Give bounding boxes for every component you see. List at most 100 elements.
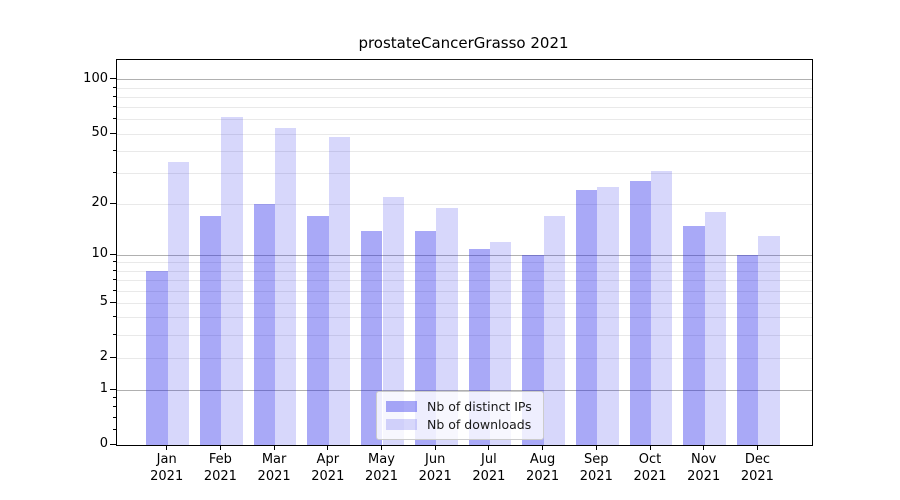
x-label-year: 2021 (257, 469, 291, 484)
major-gridline (117, 254, 812, 256)
bar-downloads (275, 128, 297, 445)
x-label-year: 2021 (311, 469, 345, 484)
x-axis-tick-label: Oct 2021 (622, 451, 678, 485)
x-axis-tick-label: Mar 2021 (246, 451, 302, 485)
bar-downloads (382, 197, 404, 445)
bar-downloads (436, 208, 458, 445)
bar-distinct-ips (737, 255, 759, 445)
major-gridline (117, 389, 812, 391)
minor-gridline (117, 87, 812, 89)
minor-gridline (117, 96, 812, 98)
x-axis-tick (327, 445, 329, 450)
y-axis-minor-tick (113, 118, 116, 120)
x-label-month: Apr (316, 452, 340, 467)
y-axis-minor-tick (113, 269, 116, 271)
x-label-month: Oct (638, 452, 662, 467)
minor-gridline (117, 280, 812, 282)
legend-swatch-downloads (386, 419, 417, 430)
bar-distinct-ips (629, 181, 651, 445)
minor-gridline (117, 133, 812, 135)
y-axis-minor-tick (113, 149, 116, 151)
y-axis-minor-tick (113, 95, 116, 97)
x-axis-tick (166, 445, 168, 450)
x-axis-tick-label: Feb 2021 (192, 451, 248, 485)
x-axis-tick (488, 445, 490, 450)
legend-entry-downloads: Nb of downloads (386, 416, 535, 433)
x-axis-tick-label: Dec 2021 (729, 451, 785, 485)
x-label-month: Dec (744, 452, 770, 467)
bar-distinct-ips (683, 225, 705, 445)
x-label-month: Feb (208, 452, 232, 467)
y-axis-tick-label: 1 (99, 381, 108, 397)
bar-downloads (221, 117, 243, 445)
x-axis-tick-label: Sep 2021 (568, 451, 624, 485)
x-axis-tick (703, 445, 705, 450)
bar-downloads (758, 236, 780, 445)
y-axis-minor-tick (113, 416, 116, 418)
x-axis-tick-label: May 2021 (354, 451, 410, 485)
y-axis-minor-tick (113, 316, 116, 318)
x-label-year: 2021 (364, 469, 399, 484)
bar-distinct-ips (253, 204, 276, 445)
y-axis-minor-tick (113, 406, 116, 408)
minor-gridline (117, 357, 812, 359)
minor-gridline (117, 107, 812, 109)
x-axis-tick (434, 445, 436, 450)
x-axis-tick (219, 445, 221, 450)
x-label-year: 2021 (687, 469, 721, 484)
x-label-year: 2021 (526, 469, 560, 484)
y-axis-minor-tick (113, 279, 116, 281)
x-axis-tick (273, 445, 275, 450)
y-axis-tick-label: 0 (99, 436, 108, 451)
bar-downloads (651, 170, 673, 445)
x-label-month: Jan (156, 452, 177, 467)
chart-title: prostateCancerGrasso 2021 (358, 34, 569, 52)
x-axis-tick (381, 445, 382, 450)
minor-gridline (117, 317, 812, 319)
x-label-month: Jun (425, 452, 446, 467)
minor-gridline (117, 150, 812, 152)
x-label-year: 2021 (579, 469, 613, 484)
x-label-year: 2021 (203, 469, 237, 484)
chart-legend: Nb of distinct IPs Nb of downloads (376, 391, 544, 440)
y-axis-minor-tick (113, 333, 116, 335)
x-label-month: Jul (481, 452, 497, 467)
bar-downloads (167, 161, 190, 445)
x-label-month: May (368, 452, 395, 467)
x-axis-tick (756, 445, 758, 450)
x-label-month: Mar (261, 452, 287, 467)
major-gridline (117, 79, 812, 81)
y-axis-minor-tick (113, 106, 116, 108)
x-label-year: 2021 (472, 469, 506, 484)
bar-distinct-ips (307, 216, 329, 445)
x-axis-tick-label: Jul 2021 (461, 451, 517, 485)
bar-downloads (597, 187, 619, 445)
minor-gridline (117, 262, 812, 264)
bar-distinct-ips (575, 190, 598, 445)
y-axis-minor-tick (113, 397, 116, 398)
y-axis-tick-label: 10 (91, 246, 108, 262)
x-axis-tick (595, 445, 597, 450)
y-axis-tick-label: 100 (83, 70, 108, 86)
y-axis-tick (110, 388, 116, 390)
minor-gridline (117, 334, 812, 336)
y-axis-minor-tick (113, 261, 116, 263)
x-label-month: Sep (584, 452, 609, 467)
y-axis-minor-tick (113, 202, 116, 204)
legend-label-distinct-ips: Nb of distinct IPs (427, 399, 532, 414)
y-axis-minor-tick (113, 356, 116, 358)
bar-downloads (328, 137, 351, 445)
x-label-year: 2021 (418, 469, 452, 484)
y-axis-tick-label: 2 (99, 349, 108, 365)
y-axis-tick (110, 443, 116, 445)
x-axis-tick-label: Aug 2021 (515, 451, 571, 485)
legend-label-downloads: Nb of downloads (427, 417, 532, 432)
x-axis-tick (542, 445, 544, 450)
minor-gridline (117, 203, 812, 205)
y-axis-minor-tick (113, 429, 116, 431)
bar-downloads (543, 216, 565, 445)
bar-distinct-ips (146, 271, 168, 445)
y-axis-minor-tick (113, 86, 116, 88)
x-label-year: 2021 (633, 469, 667, 484)
bar-distinct-ips (200, 216, 222, 445)
